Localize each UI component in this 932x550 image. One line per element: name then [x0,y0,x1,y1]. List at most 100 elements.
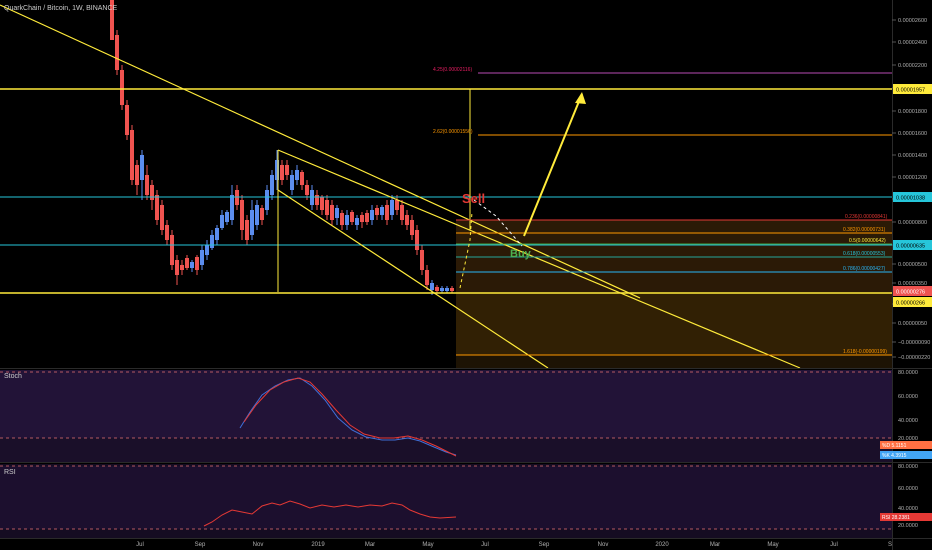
candle [140,150,144,200]
candle [410,215,414,240]
candle [270,170,274,200]
rsi-tick-label: 60.0000 [898,486,918,492]
svg-text:0.00000266: 0.00000266 [896,301,925,307]
rsi-title[interactable]: RSI [4,469,16,476]
time-label: May [422,542,433,548]
price-tick-label: 0.00002600 [898,18,927,24]
candle [240,195,244,240]
fib-label: 1.618(-0.00000199) [843,349,887,355]
fib-label: 0.618(0.00000553) [843,251,886,257]
candle [260,205,264,225]
price-tick-label: 0.00000350 [898,281,927,287]
candle [245,215,249,245]
candle [125,100,129,140]
svg-text:0.00001038: 0.00001038 [896,196,925,202]
candle [175,255,179,285]
stoch-tick-label: 80.0000 [898,370,918,376]
candle [215,225,219,245]
candle [155,190,159,225]
stoch-axis[interactable]: 80.0000 60.0000 40.0000 20.0000%D 5.1151 %K … [880,370,932,459]
candle [120,65,124,110]
candle [220,210,224,230]
price-tick-label: 0.00000050 [898,321,927,327]
candle [345,210,349,230]
time-label: Nov [253,542,264,548]
candle [390,195,394,220]
stoch-title[interactable]: Stoch [4,373,22,380]
price-tick-label: 0.00001600 [898,131,927,137]
drawing-overlays: Sell Buy 4.25(0.00002116) 2.62(0.00001556) 0… [0,4,892,369]
candle [150,180,154,210]
fib-label: 4.25(0.00002116) [433,67,472,73]
price-axis[interactable]: 0.000026000.000024000.000022000.00002000… [892,18,932,361]
fib-label: 0.236(0.00000841) [845,214,888,220]
candle [405,210,409,230]
price-marker: 0.00000635 [893,240,932,250]
candle [380,205,384,220]
candle [320,195,324,215]
sell-annotation[interactable]: Sell [462,191,485,206]
buy-annotation[interactable]: Buy [510,248,532,260]
candle [180,260,184,275]
price-tick-label: 0.00000800 [898,220,927,226]
time-label: Jul [136,542,144,548]
svg-text:%K 4.3915: %K 4.3915 [882,453,907,459]
time-label: Nov [598,542,609,548]
candle [280,160,284,185]
candle [145,165,149,200]
time-label: Jul [830,542,838,548]
time-label: Sep [539,542,550,548]
stoch-k-marker: %K 4.3915 [880,451,932,459]
candlestick-series [110,0,454,295]
candle [165,220,169,245]
rsi-tick-label: 80.0000 [898,464,918,470]
candle [160,200,164,235]
stoch-lines [239,377,457,457]
candle [325,195,329,220]
rsi-tick-label: 20.0000 [898,523,918,529]
stoch-tick-label: 60.0000 [898,394,918,400]
candle [295,165,299,185]
candle [130,125,134,185]
candle [110,0,114,40]
svg-text:RSI 28.2381: RSI 28.2381 [882,515,910,521]
candle [375,205,379,220]
svg-text:0.00001957: 0.00001957 [896,88,925,94]
stoch-tick-label: 40.0000 [898,418,918,424]
candle [230,185,234,225]
time-axis[interactable]: Jul Sep Nov 2019 Mar May Jul Sep Nov 2020 Mar May Ju… [136,542,892,548]
candle [330,200,334,225]
svg-text:%D 5.1151: %D 5.1151 [882,443,907,449]
candle [335,205,339,225]
candle [440,286,444,293]
price-marker: 0.00000276 [893,286,932,296]
price-marker: 0.00000266 [893,297,932,307]
candle [340,210,344,230]
price-tick-label: 0.00002400 [898,40,927,46]
candle [225,210,229,225]
candle [435,285,439,293]
price-tick-label: −0.00000220 [898,355,930,361]
svg-text:0.00000276: 0.00000276 [896,290,925,296]
price-tick-label: 0.00000500 [898,262,927,268]
rsi-pane [0,464,892,538]
candle [420,245,424,275]
candle [135,160,139,195]
rsi-axis[interactable]: 80.0000 60.0000 40.0000 20.0000 RSI 28.2381 [880,464,932,529]
candle [115,30,119,75]
candle [400,200,404,225]
time-label: Sep [195,542,206,548]
price-tick-label: 0.00001400 [898,153,927,159]
symbol-title[interactable]: QuarkChain / Bitcoin, 1W, BINANCE [4,5,118,12]
candle [415,225,419,255]
candle [170,230,174,270]
rsi-marker: RSI 28.2381 [880,513,932,521]
candle [285,160,289,180]
candle [365,210,369,225]
price-tick-label: 0.00001200 [898,175,927,181]
price-tick-label: −0.00000090 [898,340,930,346]
time-label: Mar [710,542,720,548]
candle [185,255,189,270]
fib-label: 0.382(0.00000731) [843,227,886,233]
